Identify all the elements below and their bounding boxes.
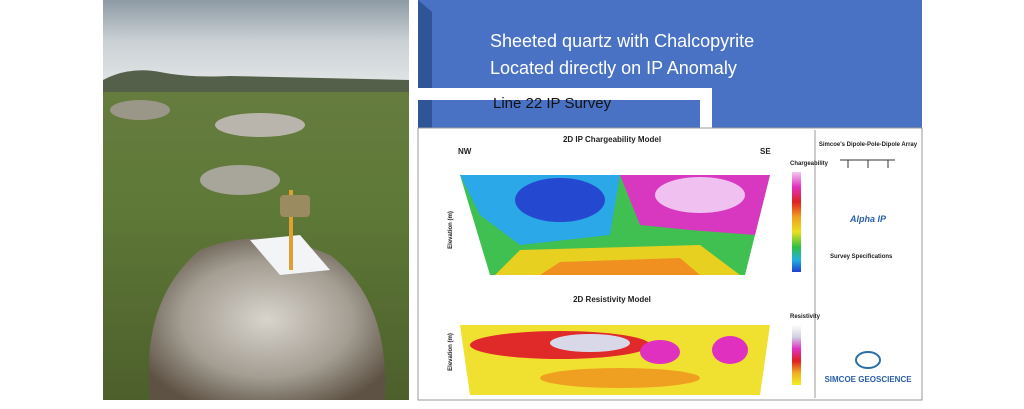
callout-arrow xyxy=(410,88,722,160)
legend-title: Chargeability xyxy=(790,161,829,167)
direction-label: SE xyxy=(760,147,771,156)
specs-heading: Survey Specifications xyxy=(830,254,893,260)
color-scale xyxy=(792,325,801,385)
logo: Alpha IP xyxy=(849,214,887,224)
company-logo xyxy=(855,351,881,369)
array-title: Simcoe's Dipole-Pole-Dipole Array xyxy=(819,142,918,148)
color-scale xyxy=(792,172,801,272)
banner-line: Located directly on IP Anomaly xyxy=(490,58,737,78)
axis-label: Elevation (m) xyxy=(448,333,454,371)
section-title: 2D Resistivity Model xyxy=(573,295,651,304)
resistivity-section xyxy=(460,325,770,395)
legend-title: Resistivity xyxy=(790,314,821,320)
field-photo xyxy=(103,0,409,400)
banner: Sheeted quartz with Chalcopyrite Located… xyxy=(410,0,922,160)
arrow-label: Line 22 IP Survey xyxy=(493,95,612,112)
survey-figure: 2D IP Chargeability Model NW SE Elevatio… xyxy=(417,127,923,401)
direction-label: NW xyxy=(458,147,472,156)
banner-line: Sheeted quartz with Chalcopyrite xyxy=(490,31,754,51)
axis-label: Elevation (m) xyxy=(448,211,454,249)
chargeability-section xyxy=(460,175,770,275)
section-title: 2D IP Chargeability Model xyxy=(563,135,661,144)
company-name: SIMCOE GEOSCIENCE xyxy=(824,375,912,384)
